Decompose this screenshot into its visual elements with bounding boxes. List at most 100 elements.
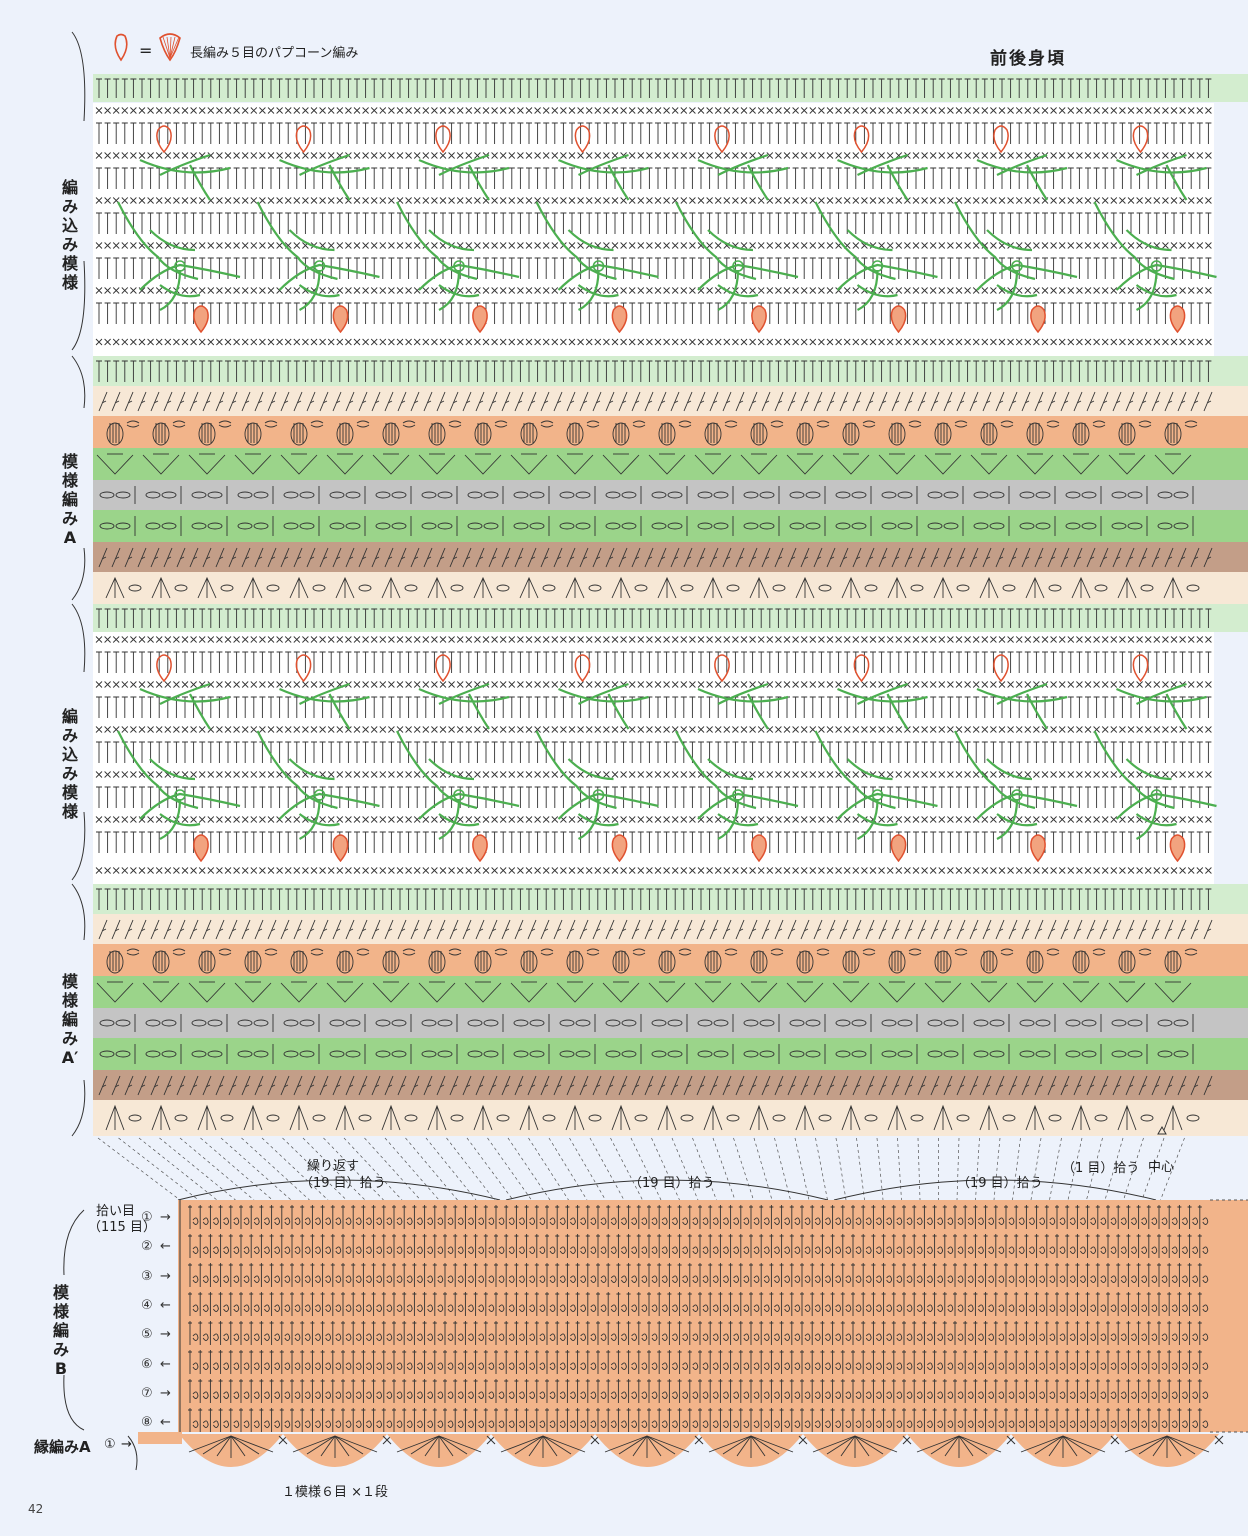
stem-motif	[117, 201, 199, 281]
popcorn-motif-top	[574, 125, 591, 154]
pickup-repeat: 繰り返す	[307, 1159, 360, 1174]
leaf-motif	[418, 153, 510, 201]
leaf-motif	[139, 682, 231, 730]
leaf-motif	[836, 792, 938, 840]
row-direction-arrow: →	[160, 1210, 171, 1225]
popcorn-motif-bottom	[1169, 305, 1186, 334]
border-repeat-note: １模様６目 ×１段	[282, 1485, 389, 1500]
stem-motif	[954, 201, 1036, 281]
leaf-node	[174, 260, 186, 272]
leaf-motif	[1116, 153, 1207, 201]
pattern-row	[93, 416, 1248, 448]
stem-motif	[954, 730, 1036, 810]
popcorn-motif-top	[435, 654, 451, 683]
leaf-motif	[697, 263, 799, 311]
popcorn-motif-top	[853, 654, 870, 683]
leaf-motif	[1116, 682, 1207, 730]
popcorn-motif-top	[156, 654, 172, 683]
leaf-motif	[1115, 792, 1217, 840]
popcorn-motif-bottom	[332, 834, 349, 863]
leaf-motif	[697, 792, 799, 840]
stem-motif	[117, 730, 199, 810]
leaf-node	[592, 789, 605, 801]
pattern-row	[93, 1038, 1248, 1070]
row-number: ⑧	[141, 1415, 153, 1431]
pickup-count-19: （19 目）拾う	[629, 1176, 715, 1191]
row-direction-arrow: ←	[160, 1297, 171, 1313]
leaf-motif	[139, 263, 241, 311]
leaf-motif	[558, 682, 649, 730]
pattern-row	[93, 356, 1248, 386]
popcorn-motif-bottom	[193, 305, 209, 334]
legend-equals: =	[139, 41, 153, 60]
popcorn-motif-bottom	[890, 305, 907, 334]
pickup-brackets	[177, 1179, 1157, 1201]
leaf-motif	[278, 792, 380, 840]
label-pattern-a: 模様編みA	[61, 452, 78, 547]
pattern-row	[93, 74, 1248, 102]
leaf-motif	[557, 263, 659, 311]
leaf-motif	[837, 153, 928, 201]
leaf-motif	[278, 263, 380, 311]
popcorn-motif-top	[295, 654, 312, 683]
popcorn-motif-top	[993, 654, 1009, 683]
row-direction-arrow: →	[160, 1268, 171, 1284]
popcorn-motif-bottom	[611, 305, 628, 334]
leaf-motif	[1115, 263, 1217, 311]
legend-text: 長編み５目のパプコーン編み	[190, 46, 359, 61]
double-crochet-5-popcorn-icon	[159, 33, 181, 62]
stitch-symbols	[95, 78, 1213, 1131]
popcorn-symbol-icon	[114, 33, 128, 62]
chart-title: 前後身頃	[990, 49, 1066, 69]
row-direction-arrow: ←	[160, 1356, 171, 1372]
leaf-node	[732, 260, 744, 272]
border-label: 縁編みA	[34, 1438, 91, 1456]
leaf-motif	[139, 153, 231, 201]
leaf-motif	[976, 263, 1078, 311]
popcorn-motif-bottom	[1030, 834, 1046, 863]
stem-motif	[535, 730, 617, 810]
center-marker-icon	[1157, 1125, 1167, 1135]
stem-motif	[1093, 730, 1175, 810]
pattern-row	[93, 914, 1248, 944]
intarsia-motifs	[117, 125, 1217, 863]
pattern-row	[93, 976, 1248, 1008]
leaf-node	[174, 789, 186, 801]
legend-icons	[114, 33, 181, 62]
leaf-node	[313, 789, 326, 801]
pattern-row	[93, 1008, 1248, 1038]
leaf-node	[592, 260, 605, 272]
section-brackets	[63, 31, 86, 1431]
leaf-motif	[557, 792, 659, 840]
pattern-row	[93, 944, 1248, 976]
pickup-dashed-lines	[97, 1137, 1185, 1201]
popcorn-motif-bottom	[332, 305, 349, 334]
row-number: ②	[141, 1239, 153, 1255]
popcorn-motif-bottom	[890, 834, 907, 863]
leaf-node	[732, 789, 744, 801]
border-row-direction: →	[121, 1437, 132, 1452]
stem-motif	[814, 201, 896, 281]
popcorn-motif-bottom	[1030, 305, 1046, 334]
popcorn-motif-bottom	[472, 305, 488, 334]
stem-motif	[256, 201, 338, 281]
popcorn-motif-top	[1132, 125, 1149, 154]
leaf-motif	[837, 682, 928, 730]
pattern-row	[93, 448, 1248, 480]
popcorn-motif-bottom	[1169, 834, 1186, 863]
row-number: ④	[141, 1297, 153, 1313]
row-direction-arrow: ←	[160, 1239, 171, 1255]
pattern-row	[93, 1100, 1248, 1136]
pickup-count-19-b: （19 目）拾う	[957, 1176, 1043, 1191]
chart-bands	[93, 74, 1248, 1136]
popcorn-motif-top	[295, 125, 312, 154]
leaf-motif	[976, 153, 1068, 201]
row-number: ③	[141, 1268, 153, 1284]
leaf-node	[1150, 260, 1163, 272]
leaf-node	[313, 260, 326, 272]
pattern-row	[93, 1070, 1248, 1100]
leaf-motif	[976, 682, 1068, 730]
leaf-node	[453, 789, 465, 801]
row-number: ⑥	[141, 1356, 153, 1372]
